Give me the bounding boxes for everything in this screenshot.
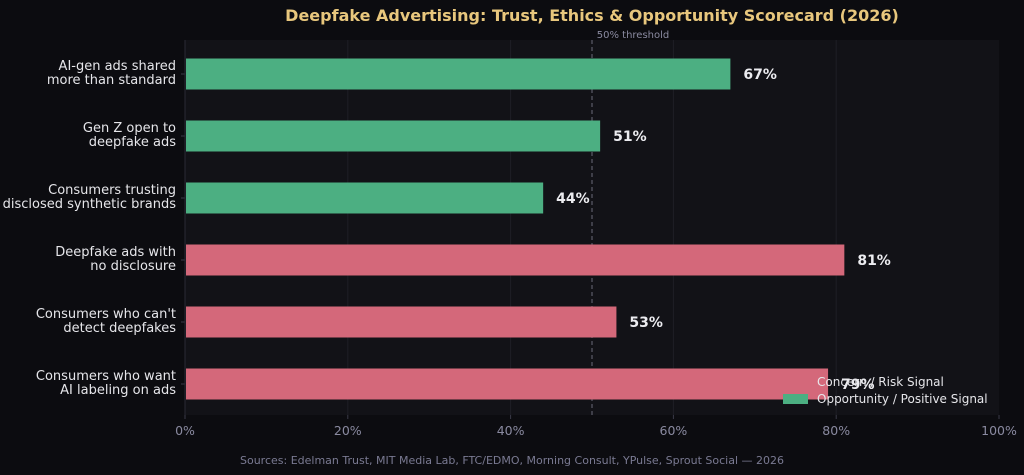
bar-5 xyxy=(186,368,829,400)
threshold-group: 50% threshold xyxy=(591,30,670,415)
chart-title: Deepfake Advertising: Trust, Ethics & Op… xyxy=(285,6,899,25)
category-label-3: no disclosure xyxy=(90,259,176,274)
x-tick-label: 80% xyxy=(822,423,850,438)
bars-group xyxy=(186,58,845,400)
bar-2 xyxy=(186,182,544,214)
category-label-1: Gen Z open to xyxy=(83,121,176,136)
category-label-0: more than standard xyxy=(47,73,176,88)
chart-source: Sources: Edelman Trust, MIT Media Lab, F… xyxy=(240,454,784,467)
legend: Concern / Risk Signal Opportunity / Posit… xyxy=(783,375,988,406)
value-label-0: 67% xyxy=(743,67,777,83)
bar-0 xyxy=(186,58,731,90)
category-label-1: deepfake ads xyxy=(89,135,176,150)
legend-label-0: Concern / Risk Signal xyxy=(817,375,944,389)
category-label-2: disclosed synthetic brands xyxy=(3,197,177,212)
category-label-0: AI-gen ads shared xyxy=(59,59,176,74)
category-label-4: detect deepfakes xyxy=(63,321,176,336)
x-tick-label: 40% xyxy=(497,423,525,438)
bar-1 xyxy=(186,120,601,152)
legend-swatch-1 xyxy=(783,394,808,404)
x-tick-label: 20% xyxy=(334,423,362,438)
gridlines xyxy=(347,40,837,415)
x-axis: 0% 20% 40% 60% 80% 100% xyxy=(175,40,1017,438)
category-label-5: AI labeling on ads xyxy=(60,383,176,398)
legend-label-1: Opportunity / Positive Signal xyxy=(817,392,988,406)
x-tick-label: 60% xyxy=(660,423,688,438)
bar-3 xyxy=(186,244,845,276)
x-tick-label: 0% xyxy=(175,423,195,438)
category-label-5: Consumers who want xyxy=(36,369,176,384)
threshold-label: 50% threshold xyxy=(597,30,670,41)
value-label-1: 51% xyxy=(613,129,647,145)
plot-area xyxy=(185,40,999,415)
value-label-3: 81% xyxy=(857,253,891,269)
category-label-4: Consumers who can't xyxy=(36,307,176,322)
category-label-3: Deepfake ads with xyxy=(55,245,176,260)
value-label-4: 53% xyxy=(629,315,663,331)
legend-swatch-0 xyxy=(783,377,808,387)
x-tick-label: 100% xyxy=(981,423,1017,438)
value-label-5: 79% xyxy=(841,377,875,393)
category-label-2: Consumers trusting xyxy=(48,183,176,198)
value-label-2: 44% xyxy=(556,191,590,207)
bar-4 xyxy=(186,306,617,338)
